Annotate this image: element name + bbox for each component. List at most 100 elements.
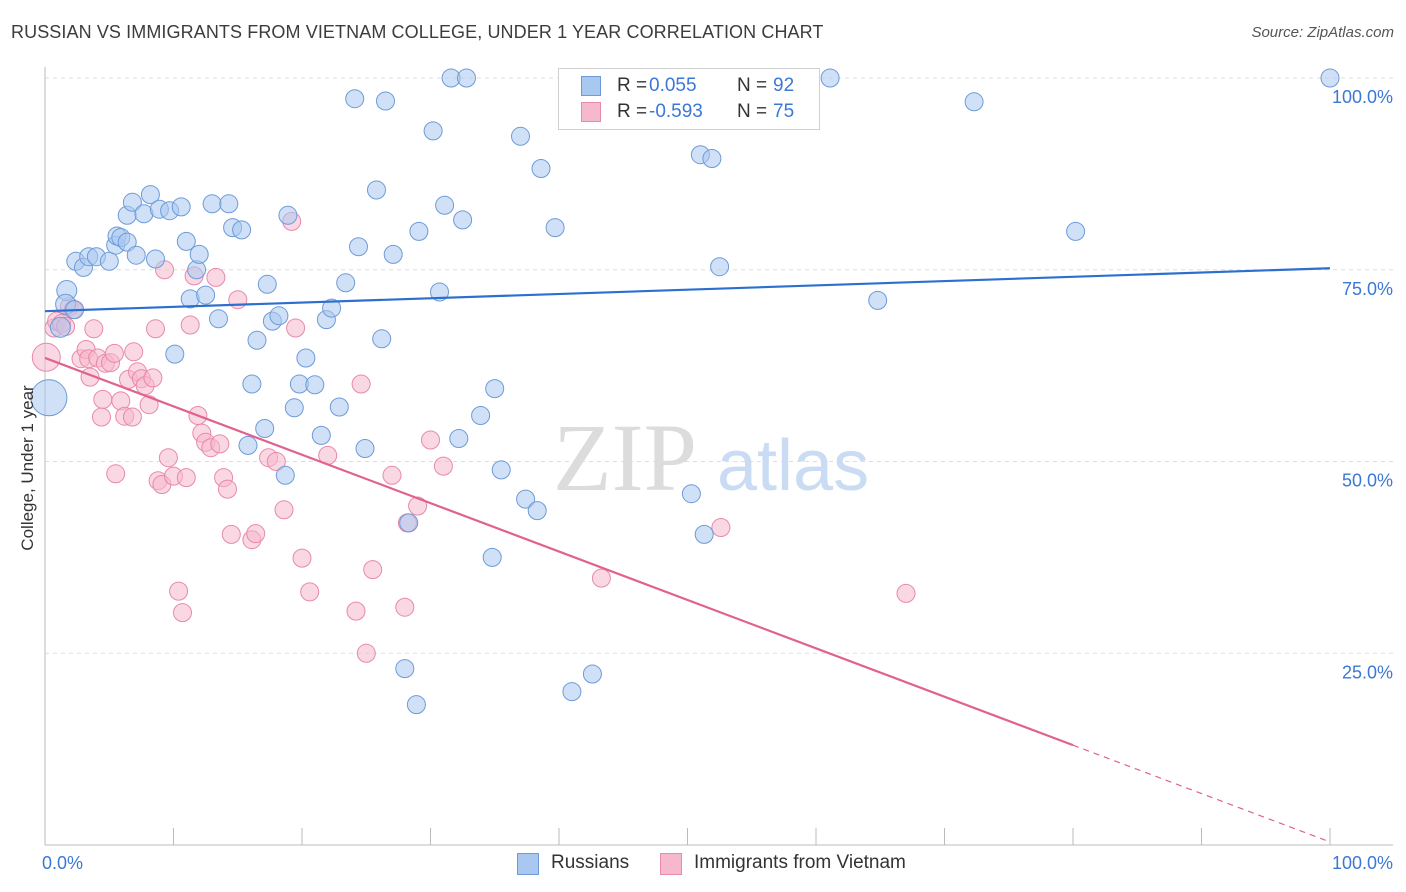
russians-point — [511, 126, 530, 146]
vietnam-point — [169, 581, 189, 601]
y-tick-label: 100.0% — [1332, 87, 1393, 107]
tick-labels: 25.0% 50.0% 75.0% 100.0% 0.0% 100.0% — [42, 87, 1393, 873]
russians-point — [165, 344, 185, 364]
y-tick-label: 25.0% — [1342, 662, 1393, 682]
russians-point — [278, 205, 298, 225]
bottom-legend-swatch-russians — [517, 853, 539, 875]
vietnam-point — [363, 560, 383, 580]
legend-swatch-russians — [581, 76, 601, 96]
russians-point — [247, 330, 267, 350]
russians-point — [372, 329, 392, 349]
vietnam-point — [139, 395, 159, 415]
russians-point — [349, 237, 368, 257]
russians-point — [482, 547, 502, 567]
russians-point — [257, 274, 277, 294]
russians-point — [457, 68, 476, 88]
x-tick-label-min: 0.0% — [42, 853, 83, 873]
legend-n-label: N = — [737, 101, 768, 122]
russians-point — [562, 682, 582, 702]
russians-point — [582, 664, 602, 684]
russians-point — [516, 489, 536, 509]
y-tick-label: 75.0% — [1342, 279, 1393, 299]
bottom-legend-swatch-vietnam — [660, 853, 682, 875]
trend-line-russians — [44, 267, 1331, 313]
russians-point — [219, 194, 239, 214]
legend-swatch-vietnam — [581, 102, 601, 122]
vietnam-point — [408, 496, 428, 516]
watermark-zip: ZIP — [553, 404, 697, 511]
vietnam-point — [31, 342, 61, 372]
russians-point — [406, 695, 426, 715]
vietnam-point — [176, 468, 196, 488]
legend-r-label: R = — [617, 75, 648, 96]
russians-point — [868, 290, 888, 310]
russians-point — [345, 89, 365, 109]
russians-point — [30, 379, 68, 417]
watermark: ZIP atlas — [553, 404, 869, 511]
vietnam-point — [173, 603, 192, 623]
russians-point — [49, 316, 71, 338]
bottom-legend-label-russians: Russians — [551, 852, 630, 873]
vietnam-point — [266, 452, 286, 471]
russians-point — [1320, 68, 1340, 88]
legend-n-value: 75 — [773, 101, 795, 122]
legend-r-label: R = — [617, 101, 648, 122]
russians-point — [485, 379, 505, 399]
vietnam-point — [896, 583, 916, 603]
russians-point — [710, 257, 730, 277]
trend-lines — [44, 267, 1331, 843]
russians-point — [126, 245, 146, 265]
russians-point — [383, 244, 403, 264]
vietnam-point — [104, 343, 124, 363]
russians-point — [399, 513, 419, 533]
russians-point — [305, 375, 325, 395]
russians-point — [189, 244, 209, 264]
russians-point — [140, 185, 160, 205]
russians-point — [820, 68, 840, 88]
vietnam-point — [274, 500, 294, 520]
russians-point — [423, 121, 443, 141]
russians-point — [232, 220, 252, 240]
chart-title: RUSSIAN VS IMMIGRANTS FROM VIETNAM COLLE… — [11, 22, 824, 42]
legend-n-value: 92 — [773, 75, 795, 96]
russians-point — [99, 251, 119, 271]
russians-point — [296, 348, 316, 368]
russians-point — [336, 273, 356, 293]
vietnam-point — [433, 456, 453, 476]
russians-point — [176, 231, 196, 251]
vietnam-point — [351, 374, 371, 394]
russians-point — [681, 484, 701, 504]
vietnam-point — [92, 407, 111, 427]
russians-point — [1066, 221, 1086, 241]
vietnam-point — [93, 389, 113, 409]
vietnam-point — [246, 524, 266, 544]
axes — [44, 67, 1393, 846]
russians-point — [209, 309, 228, 329]
russians-point — [694, 524, 714, 544]
vietnam-point — [292, 548, 312, 568]
vietnam-point — [421, 430, 440, 450]
russians-point — [527, 501, 547, 521]
russians-point — [238, 435, 258, 455]
russians-point — [117, 232, 137, 252]
russians-point — [395, 659, 415, 679]
vietnam-point — [356, 643, 376, 663]
russians-point — [471, 406, 491, 425]
vietnam-point — [395, 597, 415, 617]
russians-point — [409, 221, 429, 241]
y-axis-label: College, Under 1 year — [18, 385, 37, 551]
russians-point — [171, 197, 191, 217]
russians-point — [531, 159, 551, 178]
vietnam-point — [221, 524, 241, 544]
russians-point — [355, 439, 375, 458]
vietnam-point — [124, 342, 144, 362]
russians-point — [329, 397, 349, 417]
legend-r-value: 0.055 — [649, 75, 697, 96]
vietnam-point — [180, 315, 200, 335]
russians-point — [430, 282, 449, 302]
russians-point — [702, 149, 722, 168]
watermark-atlas: atlas — [717, 426, 869, 506]
vietnam-point — [711, 518, 731, 537]
legend-r-value: -0.593 — [649, 101, 703, 122]
